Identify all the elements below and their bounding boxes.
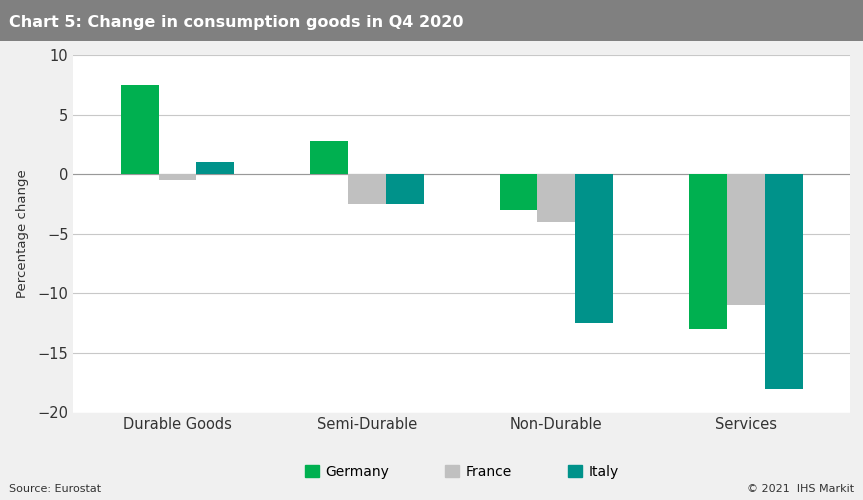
Legend: Germany, France, Italy: Germany, France, Italy <box>299 459 624 484</box>
Bar <box>689 174 727 329</box>
Text: Chart 5: Change in consumption goods in Q4 2020: Chart 5: Change in consumption goods in … <box>9 14 463 30</box>
Bar <box>576 174 614 323</box>
Bar <box>121 85 159 174</box>
Bar <box>500 174 538 210</box>
Text: Source: Eurostat: Source: Eurostat <box>9 484 101 494</box>
Text: © 2021  IHS Markit: © 2021 IHS Markit <box>747 484 854 494</box>
Bar <box>197 162 235 174</box>
Y-axis label: Percentage change: Percentage change <box>16 170 29 298</box>
Bar <box>538 174 576 222</box>
Bar <box>765 174 803 388</box>
Bar <box>348 174 386 204</box>
Bar <box>159 174 197 180</box>
Bar <box>386 174 424 204</box>
Bar <box>310 141 348 174</box>
Bar <box>727 174 765 305</box>
